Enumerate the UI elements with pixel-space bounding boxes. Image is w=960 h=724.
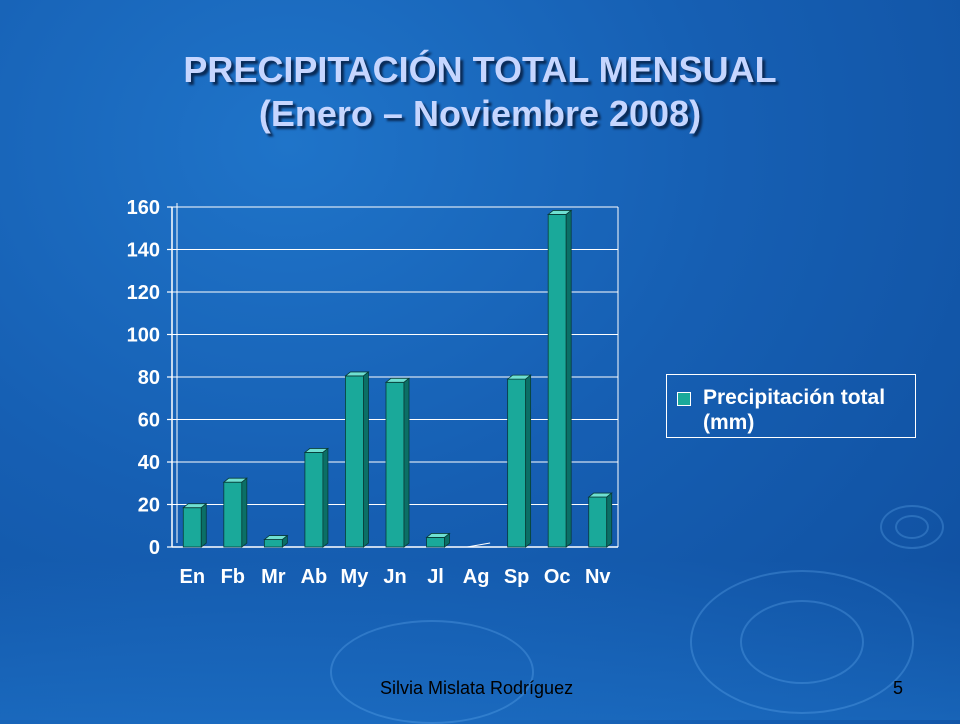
ripple-decoration: [880, 505, 944, 549]
x-tick-label: Nv: [585, 566, 611, 588]
x-tick-label: Ab: [301, 566, 328, 588]
bar-side-jl: [444, 532, 450, 548]
slide-title: PRECIPITACIÓN TOTAL MENSUAL (Enero – Nov…: [0, 48, 960, 136]
bar-side-en: [200, 502, 207, 548]
bar-side-ab: [322, 447, 329, 548]
legend-label: Precipitación total (mm): [703, 386, 886, 434]
bar-side-jn: [403, 377, 410, 548]
bar-my: [345, 375, 364, 548]
bar-jn: [385, 381, 405, 548]
bar-oc: [547, 214, 567, 548]
y-tick-label: 0: [149, 537, 160, 559]
x-tick-label: Jl: [427, 566, 444, 588]
x-tick-label: Ag: [463, 566, 490, 588]
ripple-decoration: [895, 515, 929, 539]
bar-ag: [467, 542, 491, 548]
bar-side-my: [363, 371, 369, 548]
y-tick-label: 20: [138, 495, 160, 517]
x-tick-label: En: [179, 566, 205, 588]
bar-side-nv: [606, 492, 613, 548]
chart-legend: Precipitación total (mm): [666, 374, 916, 438]
bar-sp: [507, 378, 527, 548]
x-tick-label: Fb: [221, 566, 245, 588]
slide-number: 5: [893, 678, 904, 698]
footer-author: Silvia Mislata Rodríguez: [380, 678, 574, 698]
title-line-1: PRECIPITACIÓN TOTAL MENSUAL: [183, 49, 777, 90]
y-tick-label: 100: [127, 325, 160, 347]
bar-nv: [588, 496, 608, 548]
y-tick-label: 140: [127, 240, 160, 262]
bar-jl: [426, 537, 445, 548]
x-tick-label: Jn: [383, 566, 406, 588]
ripple-decoration: [330, 620, 534, 724]
precipitation-bar-chart: 0 20 40 60 80 100 120 140 160 En Fb Mr Ab My Jn Jl Ag Sp O…: [127, 197, 619, 588]
bar-ab: [304, 452, 324, 548]
bar-mr: [263, 539, 283, 548]
bar-side-sp: [525, 374, 532, 548]
y-tick-label: 160: [127, 197, 160, 219]
title-line-2: (Enero – Noviembre 2008): [258, 93, 702, 134]
y-tick-label: 80: [138, 367, 160, 389]
y-tick-label: 120: [127, 282, 160, 304]
ripple-decoration: [690, 570, 914, 714]
bar-side-mr: [281, 534, 288, 548]
legend-swatch: [677, 392, 691, 406]
bar-fb: [223, 481, 243, 548]
bar-side-oc: [565, 209, 572, 548]
x-tick-label: My: [341, 566, 370, 588]
x-tick-label: Sp: [504, 566, 530, 588]
x-tick-label: Oc: [544, 566, 571, 588]
x-tick-label: Mr: [261, 566, 286, 588]
y-tick-label: 40: [138, 452, 160, 474]
bar-en: [182, 507, 202, 548]
ripple-decoration: [740, 600, 864, 684]
bar-side-fb: [241, 477, 248, 548]
y-tick-label: 60: [138, 410, 160, 432]
